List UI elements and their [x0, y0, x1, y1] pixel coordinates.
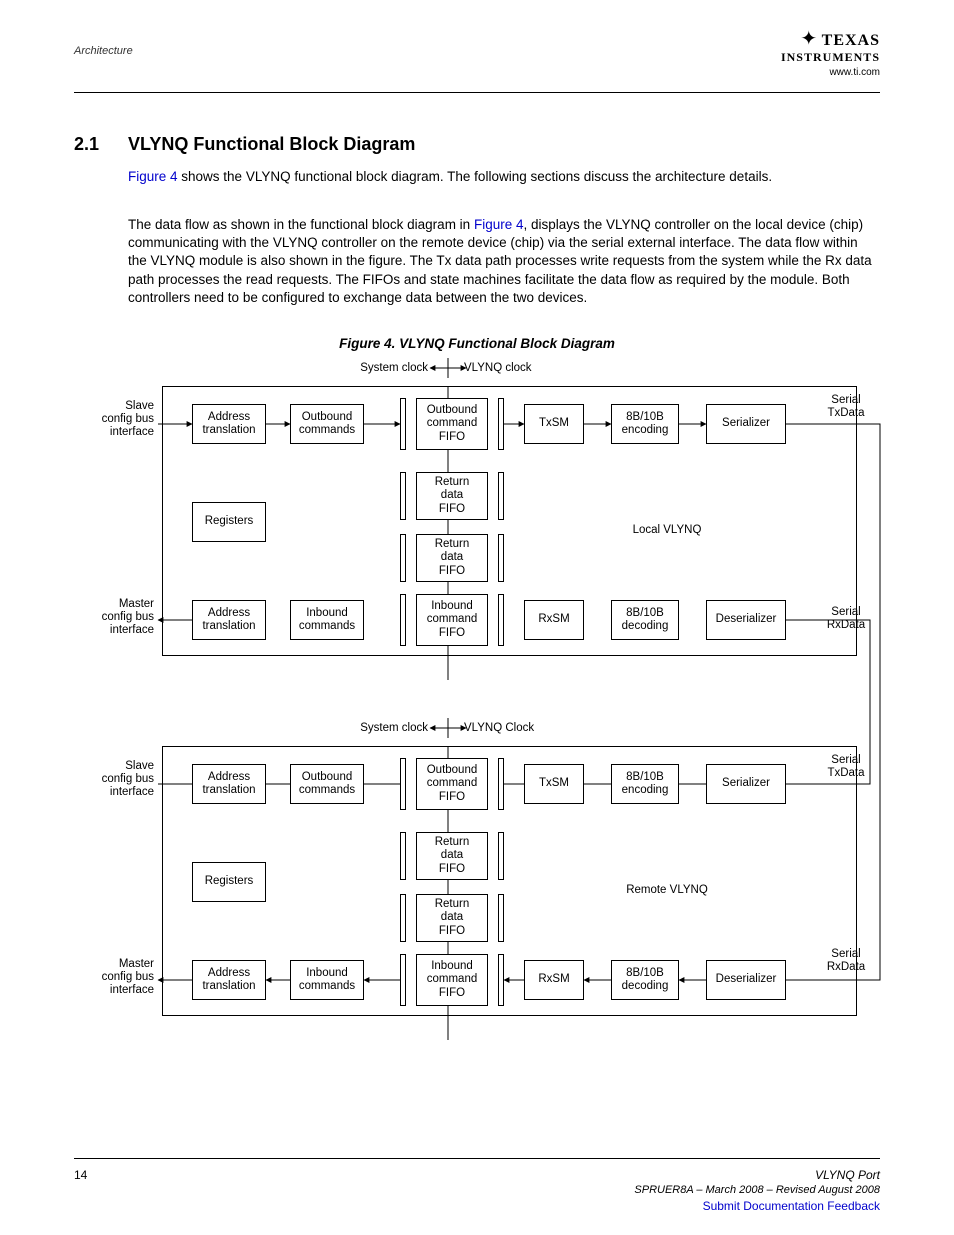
figure-caption: Figure 4. VLYNQ Functional Block Diagram	[0, 336, 954, 351]
node-addr-trans-bot-out: Addresstranslation	[192, 764, 266, 804]
lbl-serial-tx-bot: Serial TxData	[816, 754, 876, 780]
fifo-rail-r1	[498, 398, 504, 450]
local-vlynq-label: Local VLYNQ	[572, 524, 762, 537]
node-rxsm-top: RxSM	[524, 600, 584, 640]
node-ret-fifo1-bot: ReturndataFIFO	[416, 832, 488, 880]
fig4-link-1[interactable]: Figure 4	[128, 169, 178, 184]
node-dec-bot: 8B/10Bdecoding	[611, 960, 679, 1000]
fifo-rail-r2	[498, 472, 504, 520]
remote-vlynq-label: Remote VLYNQ	[572, 884, 762, 897]
lbl-master-iface-top: Master config bus interface	[84, 598, 154, 638]
node-deserializer-bot: Deserializer	[706, 960, 786, 1000]
node-out-fifo-bot: OutboundcommandFIFO	[416, 758, 488, 810]
fifo-rail-r4	[498, 594, 504, 646]
footer-page: 14	[74, 1168, 87, 1182]
node-registers-bot: Registers	[192, 862, 266, 902]
lbl-serial-rx-top: Serial RxData	[816, 606, 876, 632]
clock-label-sys-bot: System clock	[338, 722, 428, 735]
para2: The data flow as shown in the functional…	[128, 216, 880, 307]
node-ret-fifo2-top: ReturndataFIFO	[416, 534, 488, 582]
fifo-rail-l2	[400, 472, 406, 520]
fig4-link-2[interactable]: Figure 4	[474, 217, 524, 232]
lbl-serial-tx-top: Serial TxData	[816, 394, 876, 420]
footer-feedback-link[interactable]: Submit Documentation Feedback	[703, 1199, 880, 1213]
node-registers-top: Registers	[192, 502, 266, 542]
node-deserializer-top: Deserializer	[706, 600, 786, 640]
node-ret-fifo1-top: ReturndataFIFO	[416, 472, 488, 520]
lbl-slave-iface-top: Slave config bus interface	[84, 400, 154, 440]
node-out-fifo-top: OutboundcommandFIFO	[416, 398, 488, 450]
node-serializer-bot: Serializer	[706, 764, 786, 804]
ti-logo: ✦ TEXAS INSTRUMENTS www.ti.com	[720, 30, 880, 78]
node-txsm-bot: TxSM	[524, 764, 584, 804]
node-out-cmds-bot: Outboundcommands	[290, 764, 364, 804]
clock-label-sys-top: System clock	[338, 362, 428, 375]
lbl-master-iface-bot: Master config bus interface	[84, 958, 154, 998]
section-title: VLYNQ Functional Block Diagram	[128, 134, 415, 155]
node-txsm-top: TxSM	[524, 404, 584, 444]
node-addr-trans-top-out: Addresstranslation	[192, 404, 266, 444]
para1: Figure 4 shows the VLYNQ functional bloc…	[128, 168, 880, 186]
node-out-cmds-top: Outboundcommands	[290, 404, 364, 444]
clock-label-vlynq-top: VLYNQ clock	[464, 362, 554, 375]
fifo-rail-l4	[400, 594, 406, 646]
node-rxsm-bot: RxSM	[524, 960, 584, 1000]
clock-label-vlynq-bot: VLYNQ Clock	[464, 722, 554, 735]
fifo-rail-r8	[498, 954, 504, 1006]
ti-logo-glyph: ✦	[800, 28, 817, 50]
fifo-rail-l1	[400, 398, 406, 450]
lbl-serial-rx-bot: Serial RxData	[816, 948, 876, 974]
node-in-fifo-bot: InboundcommandFIFO	[416, 954, 488, 1006]
fifo-rail-r5	[498, 758, 504, 810]
fifo-rail-r6	[498, 832, 504, 880]
node-in-cmds-bot: Inboundcommands	[290, 960, 364, 1000]
section-number: 2.1	[74, 134, 99, 155]
footer-rule	[74, 1158, 880, 1159]
node-dec-top: 8B/10Bdecoding	[611, 600, 679, 640]
fifo-rail-l3	[400, 534, 406, 582]
lbl-slave-iface-bot: Slave config bus interface	[84, 760, 154, 800]
fifo-rail-l7	[400, 894, 406, 942]
node-addr-trans-top-in: Addresstranslation	[192, 600, 266, 640]
node-addr-trans-bot-in: Addresstranslation	[192, 960, 266, 1000]
footer-doc-title: VLYNQ Port	[815, 1168, 880, 1182]
node-in-fifo-top: InboundcommandFIFO	[416, 594, 488, 646]
fifo-rail-l8	[400, 954, 406, 1006]
fifo-rail-r3	[498, 534, 504, 582]
ti-url: www.ti.com	[720, 67, 880, 78]
page: Architecture ✦ TEXAS INSTRUMENTS www.ti.…	[0, 0, 954, 1235]
header-section: Architecture	[74, 45, 133, 57]
fifo-rail-l6	[400, 832, 406, 880]
node-enc-top: 8B/10Bencoding	[611, 404, 679, 444]
node-serializer-top: Serializer	[706, 404, 786, 444]
node-ret-fifo2-bot: ReturndataFIFO	[416, 894, 488, 942]
footer-doc-rev: SPRUER8A – March 2008 – Revised August 2…	[634, 1184, 880, 1196]
node-in-cmds-top: Inboundcommands	[290, 600, 364, 640]
header-rule	[74, 92, 880, 93]
fifo-rail-r7	[498, 894, 504, 942]
node-enc-bot: 8B/10Bencoding	[611, 764, 679, 804]
fifo-rail-l5	[400, 758, 406, 810]
